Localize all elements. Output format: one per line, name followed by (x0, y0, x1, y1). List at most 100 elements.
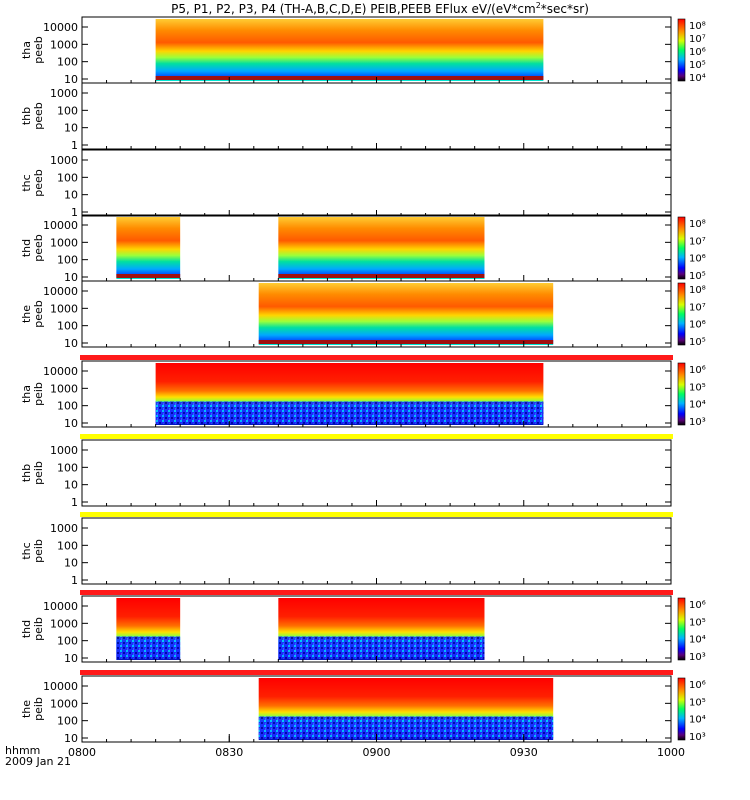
thd-peeb-ylabel-1: peeb (32, 234, 45, 262)
tha-peeb-ytick-label-1: 1000 (50, 38, 78, 51)
tha-peib-colorbar-label-2: 10⁴ (689, 400, 706, 411)
figure-title: P5, P1, P2, P3, P4 (TH-A,B,C,D,E) PEIB,P… (171, 1, 589, 16)
tha-peeb-ytick-label-3: 10 (64, 73, 78, 86)
the-peeb-colorbar-label-3: 10⁵ (689, 337, 706, 348)
xaxis-tick-label-0: 0800 (68, 746, 96, 759)
tha-peeb-low-energy-band-0 (155, 76, 544, 80)
thd-peeb-spectrum-0 (116, 217, 181, 279)
the-peib-ytick-label-2: 100 (57, 715, 78, 728)
tha-peeb-colorbar-label-1: 10⁷ (689, 34, 706, 45)
thc-peib-ylabel-0: thc (20, 542, 33, 559)
the-peib-ylabel-1: peib (32, 697, 45, 721)
the-peeb-ytick-label-3: 10 (64, 337, 78, 350)
thb-peib-ylabel-0: thb (20, 464, 33, 482)
thd-peib-ytick-label-0: 10000 (43, 600, 78, 613)
tha-peib-noise-0 (155, 401, 544, 424)
thd-peib-status-bar (80, 590, 673, 595)
the-peeb-colorbar (677, 282, 686, 346)
tha-peib-colorbar-label-3: 10³ (689, 417, 706, 428)
thd-peeb-spectrum-1 (278, 217, 485, 279)
thc-peib-ytick-label-3: 1 (71, 574, 78, 587)
thb-peeb-ytick-label-1: 100 (57, 104, 78, 117)
tha-peib-colorbar-label-0: 10⁶ (689, 365, 706, 376)
thd-peib-noise-1 (278, 636, 485, 659)
thd-peib-colorbar (677, 597, 686, 661)
thc-peeb-ytick-label-2: 10 (64, 189, 78, 202)
thb-peeb-ylabel-0: thb (20, 107, 33, 125)
thd-peib-colorbar-label-1: 10⁵ (689, 617, 706, 628)
tha-peib-colorbar-label-1: 10⁵ (689, 382, 706, 393)
thd-peeb-ytick-label-3: 10 (64, 271, 78, 284)
the-peib-colorbar-label-1: 10⁵ (689, 697, 706, 708)
thc-peib-frame (81, 517, 672, 585)
tha-peib-ytick-label-0: 10000 (43, 365, 78, 378)
tha-peib-ylabel-1: peib (32, 382, 45, 406)
tha-peeb-colorbar-label-3: 10⁵ (689, 60, 706, 71)
tha-peeb-ytick-label-2: 100 (57, 56, 78, 69)
xaxis-tick-label-2: 0900 (363, 746, 391, 759)
the-peeb-ytick-label-2: 100 (57, 320, 78, 333)
tha-peeb-spectrum-0 (155, 19, 544, 81)
thc-peeb-ylabel-1: peeb (32, 169, 45, 197)
thd-peib-ytick-label-3: 10 (64, 652, 78, 665)
the-peib-ytick-label-3: 10 (64, 732, 78, 745)
the-peeb-spectrum-0 (258, 283, 554, 345)
thd-peeb-low-energy-band-1 (278, 274, 485, 278)
thd-peeb-colorbar-label-0: 10⁸ (689, 219, 706, 230)
thd-peeb-colorbar-label-2: 10⁶ (689, 254, 706, 265)
the-peeb-low-energy-band-0 (258, 340, 554, 344)
thb-peeb-frame (81, 82, 672, 150)
thd-peeb-ytick-label-2: 100 (57, 254, 78, 267)
thc-peib-ytick-label-0: 1000 (50, 522, 78, 535)
the-peib-colorbar-label-0: 10⁶ (689, 680, 706, 691)
thd-peib-ylabel-0: thd (20, 620, 33, 638)
thc-peib-ytick-label-1: 100 (57, 539, 78, 552)
tha-peeb-colorbar-label-2: 10⁶ (689, 47, 706, 58)
the-peib-ytick-label-1: 1000 (50, 697, 78, 710)
the-peib-ytick-label-0: 10000 (43, 680, 78, 693)
thd-peeb-colorbar-label-1: 10⁷ (689, 236, 706, 247)
thd-peib-ytick-label-1: 1000 (50, 617, 78, 630)
tha-peeb-ylabel-0: tha (20, 41, 33, 59)
thd-peeb-ylabel-0: thd (20, 239, 33, 257)
xaxis-tick-label-1: 0830 (215, 746, 243, 759)
thc-peib-ytick-label-2: 10 (64, 557, 78, 570)
the-peib-ylabel-0: the (20, 700, 33, 718)
the-peib-colorbar-label-2: 10⁴ (689, 715, 706, 726)
the-peeb-ylabel-1: peeb (32, 300, 45, 328)
thb-peib-frame (81, 439, 672, 507)
thc-peib-status-bar (80, 512, 673, 517)
thb-peib-ytick-label-2: 10 (64, 479, 78, 492)
thd-peeb-ytick-label-0: 10000 (43, 219, 78, 232)
tha-peib-ytick-label-3: 10 (64, 417, 78, 430)
the-peeb-ytick-label-0: 10000 (43, 285, 78, 298)
tha-peib-ylabel-0: tha (20, 385, 33, 403)
thd-peib-ylabel-1: peib (32, 617, 45, 641)
thd-peib-noise-0 (116, 636, 181, 659)
thb-peib-ytick-label-1: 100 (57, 461, 78, 474)
the-peeb-colorbar-label-2: 10⁶ (689, 320, 706, 331)
thb-peib-ytick-label-3: 1 (71, 496, 78, 509)
thd-peeb-colorbar-label-3: 10⁵ (689, 271, 706, 282)
the-peeb-ytick-label-1: 1000 (50, 302, 78, 315)
thd-peib-ytick-label-2: 100 (57, 635, 78, 648)
time-axis-label: hhmm (5, 744, 40, 757)
thd-peib-colorbar-label-0: 10⁶ (689, 600, 706, 611)
thb-peeb-ytick-label-3: 1 (71, 139, 78, 152)
thc-peeb-ytick-label-3: 1 (71, 206, 78, 219)
date-label: 2009 Jan 21 (5, 755, 71, 768)
tha-peib-ytick-label-2: 100 (57, 400, 78, 413)
thd-peib-colorbar-label-3: 10³ (689, 652, 706, 663)
the-peib-colorbar (677, 677, 686, 741)
xaxis-tick-label-4: 1000 (657, 746, 685, 759)
thd-peeb-colorbar (677, 216, 686, 280)
tha-peeb-colorbar (677, 18, 686, 82)
tha-peeb-ylabel-1: peeb (32, 36, 45, 64)
thd-peeb-ytick-label-1: 1000 (50, 236, 78, 249)
thd-peeb-low-energy-band-0 (116, 274, 181, 278)
thb-peeb-ytick-label-0: 1000 (50, 87, 78, 100)
thc-peeb-ylabel-0: thc (20, 174, 33, 191)
thb-peib-ylabel-1: peib (32, 461, 45, 485)
the-peeb-colorbar-label-0: 10⁸ (689, 285, 706, 296)
